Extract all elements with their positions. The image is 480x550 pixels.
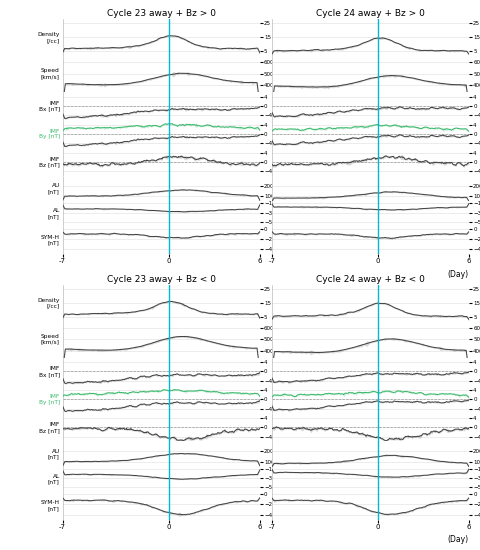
Y-axis label: IMF
Bx [nT]: IMF Bx [nT]: [38, 366, 60, 377]
Y-axis label: AU
[nT]: AU [nT]: [48, 183, 60, 194]
Y-axis label: Speed
[km/s]: Speed [km/s]: [41, 334, 60, 345]
Text: (Day): (Day): [447, 535, 468, 544]
Y-axis label: SYM-H
[nT]: SYM-H [nT]: [41, 235, 60, 246]
Y-axis label: IMF
By [nT]: IMF By [nT]: [38, 129, 60, 139]
Y-axis label: Density
[/cc]: Density [/cc]: [37, 298, 60, 309]
Title: Cycle 24 away + Bz > 0: Cycle 24 away + Bz > 0: [315, 9, 424, 19]
Y-axis label: AU
[nT]: AU [nT]: [48, 449, 60, 459]
Y-axis label: AL
[nT]: AL [nT]: [48, 474, 60, 485]
Y-axis label: IMF
Bx [nT]: IMF Bx [nT]: [38, 101, 60, 111]
Y-axis label: IMF
By [nT]: IMF By [nT]: [38, 394, 60, 405]
Y-axis label: Speed
[km/s]: Speed [km/s]: [41, 68, 60, 79]
Y-axis label: AL
[nT]: AL [nT]: [48, 208, 60, 219]
Y-axis label: IMF
Bz [nT]: IMF Bz [nT]: [39, 422, 60, 433]
Y-axis label: Density
[/cc]: Density [/cc]: [37, 32, 60, 43]
Y-axis label: IMF
Bz [nT]: IMF Bz [nT]: [39, 157, 60, 167]
Text: (Day): (Day): [447, 270, 468, 279]
Title: Cycle 24 away + Bz < 0: Cycle 24 away + Bz < 0: [315, 275, 424, 284]
Title: Cycle 23 away + Bz < 0: Cycle 23 away + Bz < 0: [107, 275, 215, 284]
Title: Cycle 23 away + Bz > 0: Cycle 23 away + Bz > 0: [107, 9, 215, 19]
Y-axis label: SYM-H
[nT]: SYM-H [nT]: [41, 500, 60, 511]
